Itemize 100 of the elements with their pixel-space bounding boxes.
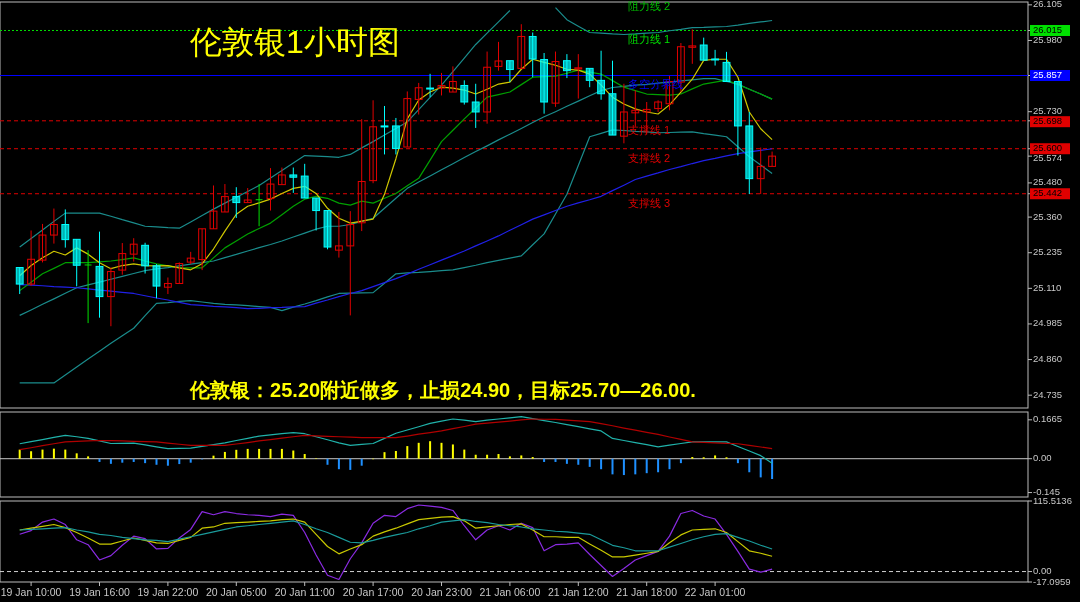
bar bbox=[406, 446, 409, 459]
candlestick bbox=[163, 277, 172, 295]
x-tick-label: 20 Jan 17:00 bbox=[342, 585, 404, 598]
bar bbox=[75, 453, 78, 459]
bar bbox=[486, 454, 489, 459]
candlestick bbox=[346, 210, 355, 316]
candlestick bbox=[141, 242, 150, 275]
bar bbox=[212, 455, 215, 459]
x-tick-label: 21 Jan 12:00 bbox=[547, 585, 609, 598]
x-tick-label: 19 Jan 10:00 bbox=[0, 585, 62, 598]
bar bbox=[657, 458, 660, 473]
y-tick-label: -17.0959 bbox=[1033, 575, 1071, 587]
text: 伦敦银1小时图 bbox=[190, 24, 400, 61]
bar bbox=[178, 458, 181, 465]
candlestick bbox=[15, 267, 24, 295]
candlestick bbox=[460, 79, 469, 106]
candlestick bbox=[27, 230, 36, 287]
bar bbox=[394, 451, 397, 459]
bar bbox=[292, 450, 295, 459]
bar bbox=[349, 458, 352, 470]
candlestick bbox=[255, 183, 264, 227]
candlestick bbox=[471, 83, 480, 129]
bar bbox=[759, 458, 762, 478]
x-tick-label: 19 Jan 16:00 bbox=[69, 585, 131, 598]
bar bbox=[645, 458, 648, 474]
bar bbox=[634, 458, 637, 475]
candlestick bbox=[585, 67, 594, 88]
y-tick-label: 25.698 bbox=[1033, 115, 1063, 127]
candlestick bbox=[654, 99, 663, 113]
bar bbox=[269, 448, 272, 459]
y-tick-label: 24.985 bbox=[1033, 317, 1063, 329]
candlestick bbox=[198, 228, 207, 271]
bar bbox=[189, 458, 192, 463]
x-tick-label: 21 Jan 18:00 bbox=[616, 585, 678, 598]
y-tick-label: 0.00 bbox=[1033, 565, 1052, 577]
candlestick bbox=[380, 105, 389, 155]
bar bbox=[360, 458, 363, 466]
y-tick-label: 24.735 bbox=[1033, 388, 1063, 400]
y-tick-label: 25.980 bbox=[1033, 34, 1063, 46]
line-series bbox=[19, 416, 773, 464]
y-tick-label: 25.235 bbox=[1033, 246, 1063, 258]
bar bbox=[600, 458, 603, 470]
bar bbox=[748, 458, 751, 473]
bar bbox=[577, 458, 580, 465]
y-tick-label: 25.600 bbox=[1033, 142, 1063, 154]
bar bbox=[383, 452, 386, 459]
candlestick bbox=[289, 167, 298, 194]
y-tick-label: 25.857 bbox=[1033, 69, 1063, 81]
candlestick bbox=[300, 163, 309, 199]
candlestick bbox=[84, 249, 93, 324]
bar bbox=[30, 451, 33, 459]
candlestick bbox=[232, 186, 241, 219]
bar bbox=[611, 458, 614, 475]
candlestick bbox=[448, 65, 457, 93]
y-tick-label: 25.730 bbox=[1033, 105, 1063, 117]
bar bbox=[588, 458, 591, 467]
bar bbox=[121, 458, 124, 463]
bar bbox=[474, 454, 477, 459]
bar bbox=[166, 458, 169, 466]
candlestick bbox=[312, 197, 321, 231]
candlestick bbox=[699, 37, 708, 61]
candlestick bbox=[426, 73, 435, 98]
line-series bbox=[19, 504, 773, 581]
bar bbox=[771, 458, 774, 480]
bar bbox=[429, 441, 432, 459]
x-tick-label: 20 Jan 23:00 bbox=[411, 585, 473, 598]
bar bbox=[87, 456, 90, 459]
x-tick-label: 22 Jan 01:00 bbox=[684, 585, 746, 598]
candlestick bbox=[277, 167, 286, 186]
bar bbox=[451, 444, 454, 459]
candlestick bbox=[494, 41, 503, 72]
y-tick-label: 25.480 bbox=[1033, 176, 1063, 188]
candlestick bbox=[711, 49, 720, 67]
bar bbox=[565, 458, 568, 464]
candlestick bbox=[517, 23, 526, 69]
candlestick bbox=[118, 242, 127, 276]
bar bbox=[109, 458, 112, 464]
candlestick bbox=[437, 72, 446, 96]
bar bbox=[497, 454, 500, 459]
bar bbox=[440, 442, 443, 459]
ref-line-label: 支撑线 2 bbox=[628, 151, 671, 164]
x-tick-label: 20 Jan 05:00 bbox=[205, 585, 267, 598]
bar bbox=[18, 449, 21, 459]
bar bbox=[64, 449, 67, 459]
y-tick-label: 25.360 bbox=[1033, 210, 1063, 222]
bar bbox=[463, 449, 466, 459]
candlestick bbox=[175, 261, 184, 284]
bar bbox=[155, 458, 158, 465]
candlestick bbox=[597, 50, 606, 101]
candlestick bbox=[551, 51, 560, 108]
x-tick-label: 20 Jan 11:00 bbox=[274, 585, 335, 598]
y-tick-label: 26.015 bbox=[1033, 24, 1063, 36]
bar bbox=[235, 449, 238, 459]
bar bbox=[326, 458, 329, 465]
ref-line-label: 支撑线 3 bbox=[628, 196, 671, 209]
candlestick bbox=[391, 117, 400, 155]
y-tick-label: 0.1665 bbox=[1033, 413, 1063, 425]
bar bbox=[622, 458, 625, 476]
x-tick-label: 19 Jan 22:00 bbox=[137, 585, 199, 598]
bar bbox=[246, 448, 249, 459]
